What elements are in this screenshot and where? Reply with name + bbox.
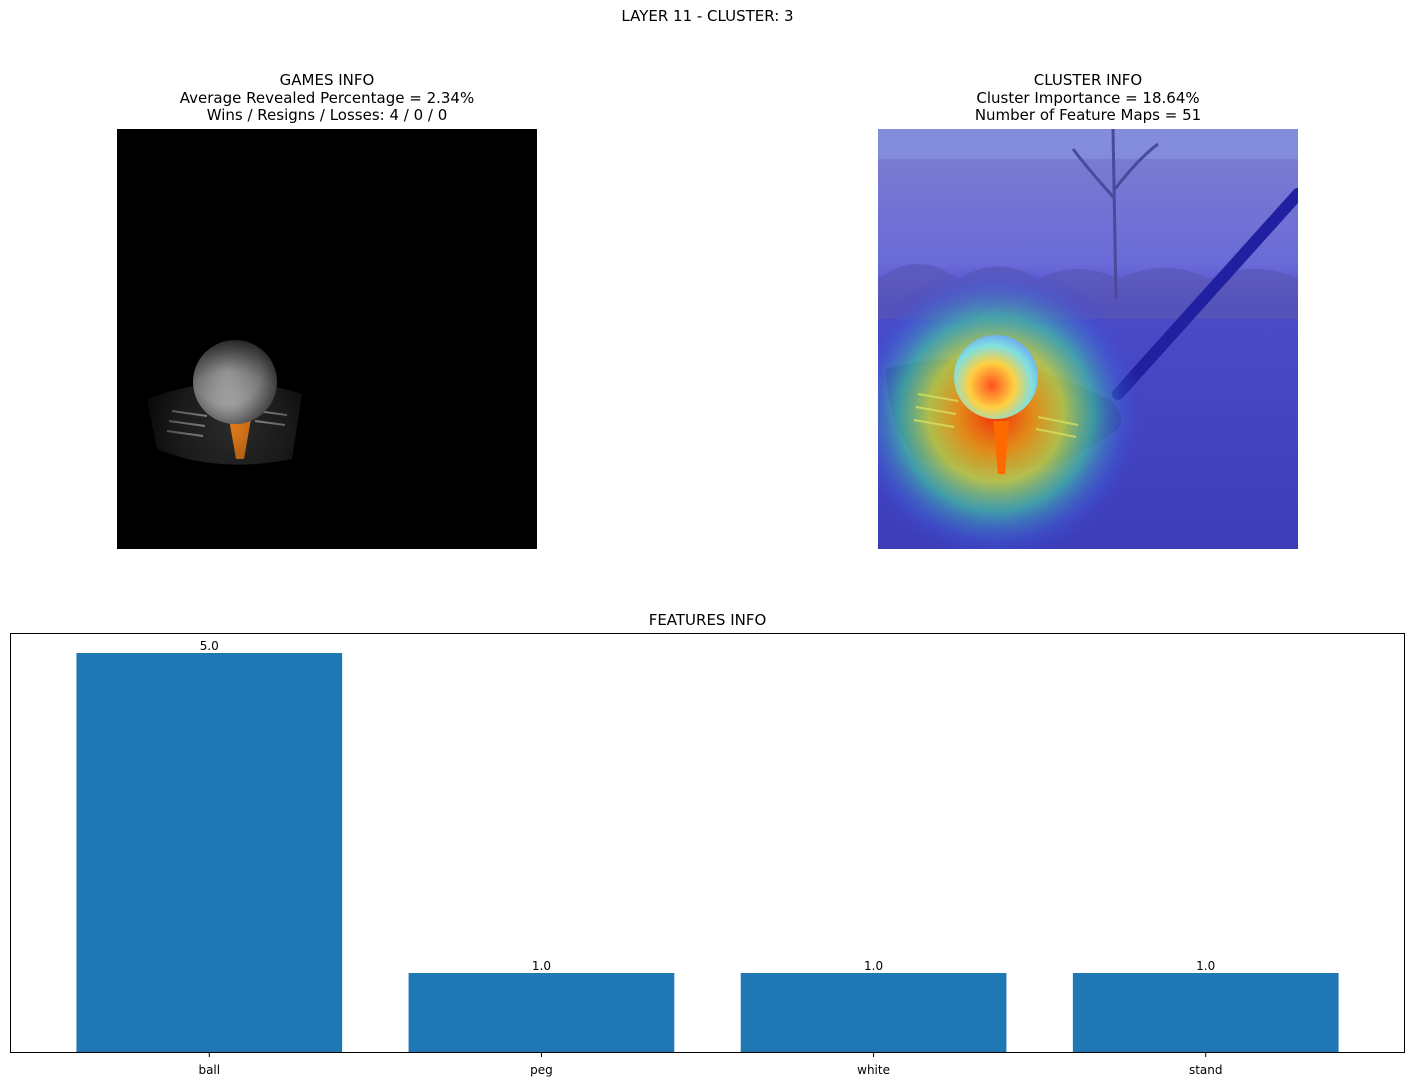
- x-tick-label: peg: [530, 1063, 553, 1077]
- revealed-image: [117, 129, 537, 549]
- bar-value-label: 1.0: [1196, 959, 1215, 973]
- figure-title: LAYER 11 - CLUSTER: 3: [621, 7, 794, 25]
- bar-peg: [408, 973, 675, 1053]
- bar-value-label: 5.0: [200, 639, 219, 653]
- bar-value-label: 1.0: [864, 959, 883, 973]
- masked-golf-ball-image: [117, 129, 537, 549]
- games-info-wins-resigns-losses: Wins / Resigns / Losses: 4 / 0 / 0: [206, 106, 448, 124]
- games-info-title: GAMES INFO: [279, 71, 375, 89]
- x-tick-label: ball: [198, 1063, 220, 1077]
- x-tick-label: stand: [1189, 1063, 1223, 1077]
- cluster-info-feature-maps: Number of Feature Maps = 51: [974, 106, 1202, 124]
- bar-value-label: 1.0: [532, 959, 551, 973]
- heatmap-image: [878, 129, 1298, 549]
- bar-white: [740, 973, 1007, 1053]
- chart-title: FEATURES INFO: [648, 611, 767, 629]
- axes-frame: [10, 633, 1405, 1053]
- bar-stand: [1072, 973, 1339, 1053]
- bar-ball: [76, 653, 343, 1053]
- x-tick-label: white: [857, 1063, 890, 1077]
- golf-heatmap-overlay-image: [878, 129, 1298, 549]
- cluster-info-importance: Cluster Importance = 18.64%: [976, 88, 1200, 107]
- games-info-header: GAMES INFO Average Revealed Percentage =…: [27, 71, 627, 125]
- games-info-revealed-percentage: Average Revealed Percentage = 2.34%: [179, 88, 475, 107]
- cluster-info-header: CLUSTER INFO Cluster Importance = 18.64%…: [788, 71, 1388, 125]
- cluster-info-title: CLUSTER INFO: [1033, 71, 1143, 89]
